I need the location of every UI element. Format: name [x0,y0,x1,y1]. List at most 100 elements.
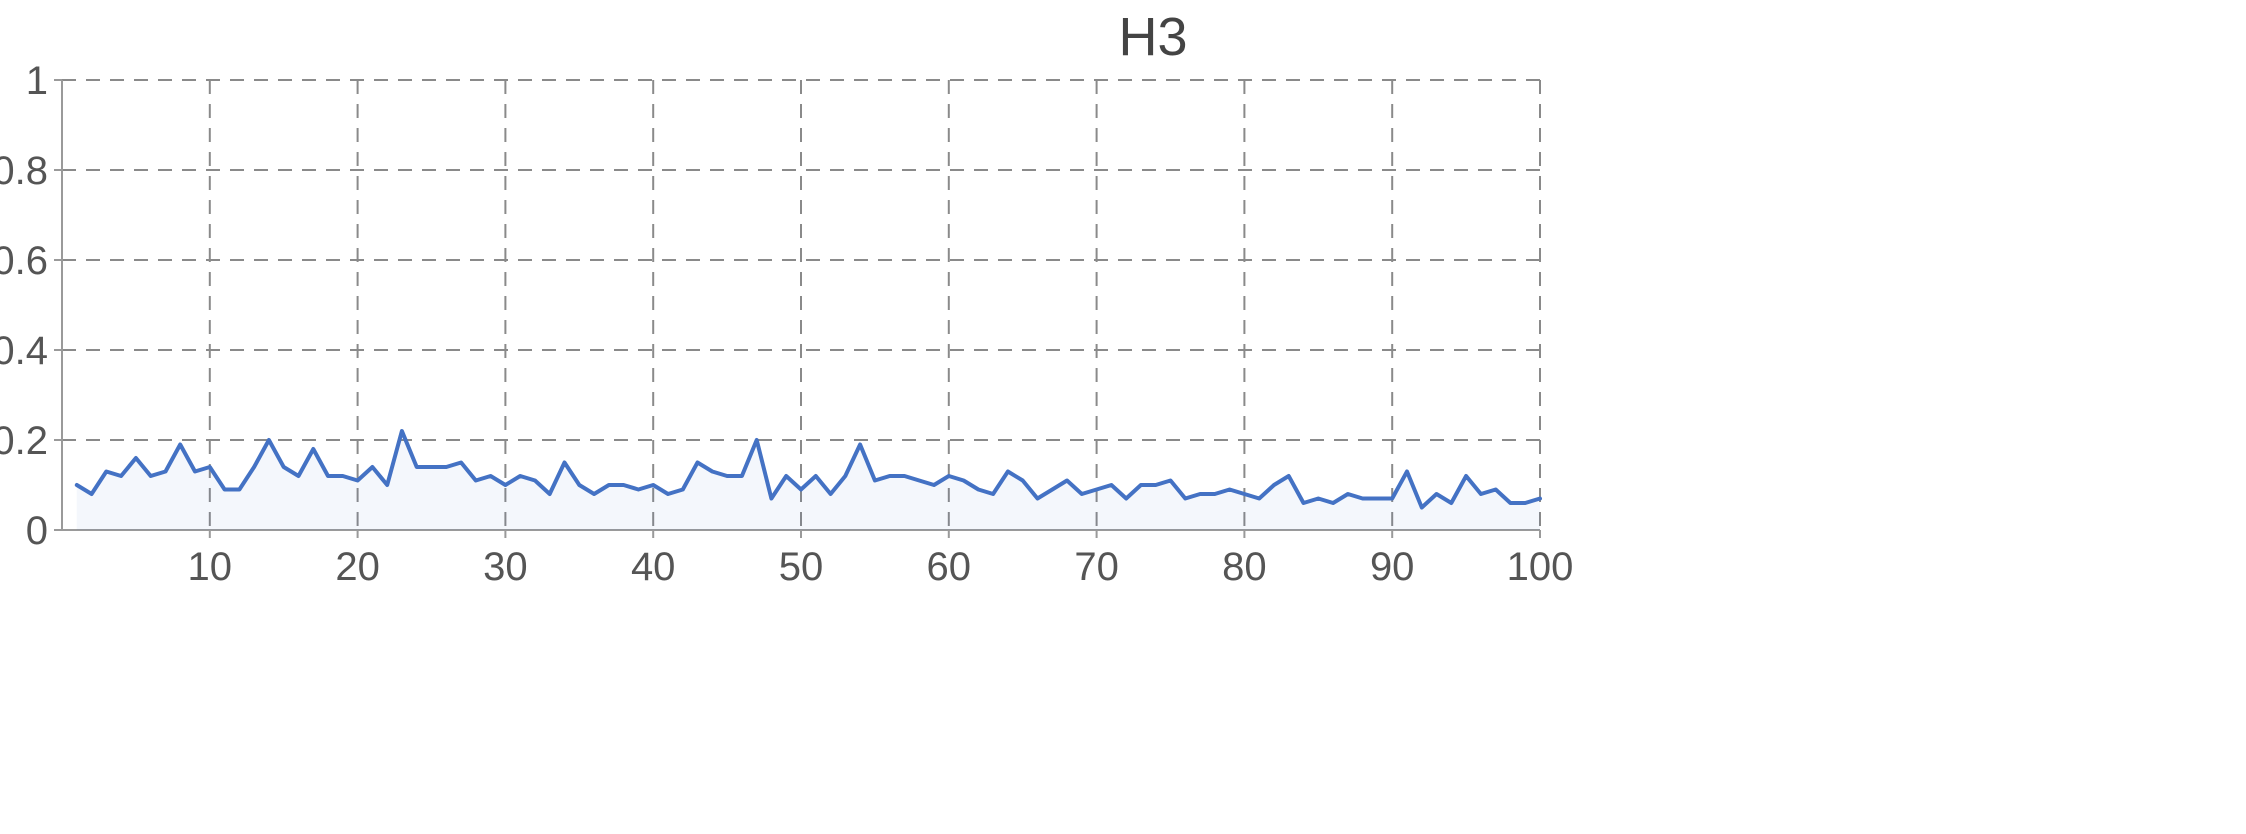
data-point [1213,492,1217,496]
grid [62,79,1541,530]
data-point [1316,497,1320,500]
data-point [563,461,567,464]
data-point [902,474,906,478]
data-point [533,479,537,482]
data-point [1464,474,1468,478]
data-point [1021,479,1025,482]
data-point [341,474,345,478]
data-point [1242,492,1246,496]
data-point [1494,488,1498,491]
data-point [1198,492,1202,496]
data-point [725,474,729,478]
y-tick-label: 1 [26,59,48,103]
data-point [415,465,419,469]
data-point [932,483,936,487]
data-point [1435,492,1439,496]
data-point [237,488,241,491]
data-point [1331,501,1335,505]
data-point [90,492,94,496]
x-tick-label: 40 [631,545,676,589]
data-point [592,492,596,496]
data-point [651,483,655,487]
data-point [356,479,360,482]
chart-title: H3 [1118,7,1187,67]
data-point [636,488,640,491]
data-point [104,470,108,473]
data-point [755,438,759,442]
series-layer [74,429,1542,530]
data-point [1287,474,1291,478]
data-point [814,474,818,478]
data-point [1065,479,1069,482]
data-point [577,483,581,487]
data-point [1390,497,1394,500]
data-point [1095,488,1099,491]
y-tick-label: 0.6 [0,239,48,283]
y-tick-label: 0.2 [0,419,48,463]
data-point [370,465,374,469]
data-point [1006,470,1010,473]
data-point [252,465,256,469]
data-point [1080,492,1084,496]
data-point [1183,497,1187,500]
data-point [829,492,833,496]
data-point [740,474,744,478]
data-point [163,470,167,473]
data-point [1257,497,1261,500]
data-point [962,479,966,482]
data-point [607,483,611,487]
data-point [1420,506,1424,509]
x-tick-label: 70 [1074,545,1119,589]
data-point [400,429,404,433]
data-point [311,447,315,451]
data-point [696,461,700,464]
data-point [1346,492,1350,496]
data-point [843,474,847,478]
data-point [1169,479,1172,482]
data-point [326,474,330,478]
data-point [888,474,892,478]
series-line [74,429,1542,510]
data-point [947,474,951,478]
x-tick-label: 100 [1507,545,1574,589]
x-tick-label: 90 [1370,545,1415,589]
y-tick-label: 0 [26,509,48,553]
data-point [622,483,626,487]
data-point [1154,483,1158,487]
data-point [1538,497,1542,500]
data-point [1479,492,1483,496]
data-point [1050,488,1054,491]
x-tick-label: 20 [335,545,380,589]
x-tick-label: 80 [1222,545,1267,589]
data-point [267,438,271,442]
data-point [503,483,507,487]
data-point [1035,497,1039,500]
data-point [799,488,803,491]
data-point [193,470,197,473]
data-point [1508,501,1512,505]
data-point [1228,488,1232,491]
x-tick-label: 60 [927,545,972,589]
data-point [223,488,227,491]
data-point [1375,497,1379,500]
tick-labels: 0 0.2 0.4 0.6 0.8 1 10 20 30 40 50 60 70 80 90 100 [0,59,1573,589]
data-point [1302,501,1306,505]
data-point [119,474,123,478]
data-point [178,443,182,446]
data-point [430,465,433,469]
data-point [784,474,788,478]
data-point [474,479,478,482]
data-point [296,474,300,478]
x-tick-label: 30 [483,545,528,589]
data-point [1449,501,1453,505]
data-point [75,483,79,487]
data-point [444,465,448,469]
data-point [459,461,463,464]
data-point [518,474,522,478]
data-point [149,474,153,478]
data-point [548,492,552,496]
y-tick-label: 0.8 [0,149,48,193]
data-point [1405,470,1409,473]
data-point [769,497,773,500]
